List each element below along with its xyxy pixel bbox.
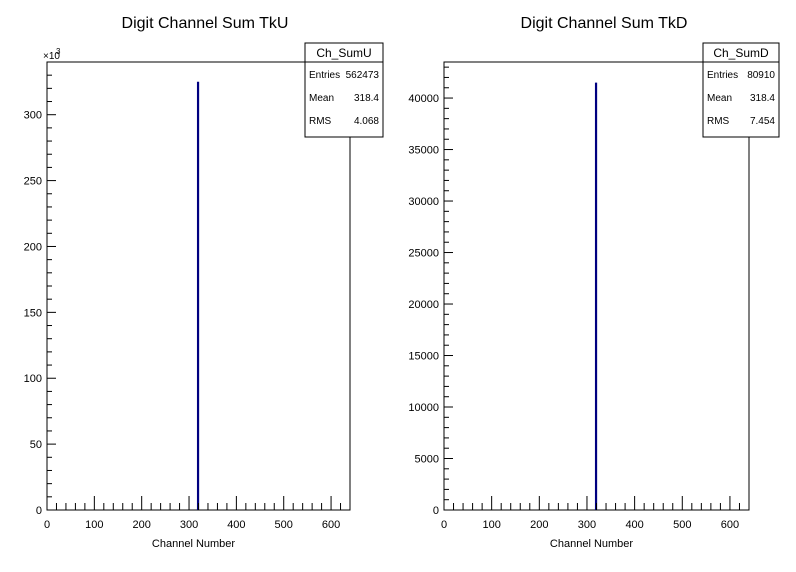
y-tick-label: 300 [24, 110, 42, 122]
stats-label: Entries [707, 70, 738, 81]
stats-value: 7.454 [750, 116, 775, 127]
x-tick-label: 600 [721, 519, 739, 531]
stats-label: Mean [707, 93, 732, 104]
x-tick-label: 500 [673, 519, 691, 531]
stats-label: Entries [309, 70, 340, 81]
x-tick-label: 400 [227, 519, 245, 531]
y-tick-label: 0 [36, 505, 42, 517]
stats-label: RMS [309, 116, 332, 127]
x-tick-label: 200 [530, 519, 548, 531]
x-tick-label: 0 [44, 519, 50, 531]
stats-value: 318.4 [750, 93, 775, 104]
y-tick-label: 200 [24, 241, 42, 253]
x-tick-label: 600 [322, 519, 340, 531]
histogram-panel-2: Digit Channel Sum TkD 0 100 200 300 400 500 600… [408, 15, 780, 550]
chart-title: Digit Channel Sum TkU [122, 15, 289, 32]
stats-box: Ch_SumD Entries 80910 Mean 318.4 RMS 7.454 [702, 42, 780, 138]
stats-label: RMS [707, 116, 730, 127]
y-tick-label: 10000 [408, 402, 439, 414]
stats-box: Ch_SumU Entries 562473 Mean 318.4 RMS 4.068 [304, 42, 384, 138]
stats-box-frame [304, 42, 384, 138]
x-axis-title: Channel Number [152, 538, 235, 550]
y-tick-label: 25000 [408, 248, 439, 260]
y-tick-label: 100 [24, 373, 42, 385]
y-tick-label: 250 [24, 176, 42, 188]
y-exponent-label: ×10 [43, 51, 60, 62]
stats-value: 318.4 [354, 93, 379, 104]
stats-value: 562473 [346, 70, 380, 81]
y-tick-label: 20000 [408, 299, 439, 311]
chart-title: Digit Channel Sum TkD [521, 15, 688, 32]
stats-box-frame [702, 42, 780, 138]
x-tick-label: 100 [482, 519, 500, 531]
x-tick-label: 200 [133, 519, 151, 531]
y-tick-label: 30000 [408, 196, 439, 208]
x-tick-label: 0 [441, 519, 447, 531]
x-tick-label: 300 [578, 519, 596, 531]
y-tick-label: 40000 [408, 93, 439, 105]
y-tick-label: 5000 [415, 454, 439, 466]
stats-value: 4.068 [354, 116, 379, 127]
y-tick-label: 50 [30, 439, 42, 451]
stats-box-title: Ch_SumD [713, 46, 769, 60]
x-tick-label: 300 [180, 519, 198, 531]
y-tick-label: 0 [433, 505, 439, 517]
x-tick-label: 100 [85, 519, 103, 531]
y-tick-label: 150 [24, 307, 42, 319]
y-exponent-power: 3 [56, 47, 61, 56]
y-tick-label: 35000 [408, 145, 439, 157]
stats-box-title: Ch_SumU [316, 46, 371, 60]
x-tick-label: 400 [625, 519, 643, 531]
stats-value: 80910 [747, 70, 775, 81]
x-axis-title: Channel Number [550, 538, 633, 550]
x-tick-label: 500 [275, 519, 293, 531]
stats-label: Mean [309, 93, 334, 104]
y-tick-label: 15000 [408, 351, 439, 363]
